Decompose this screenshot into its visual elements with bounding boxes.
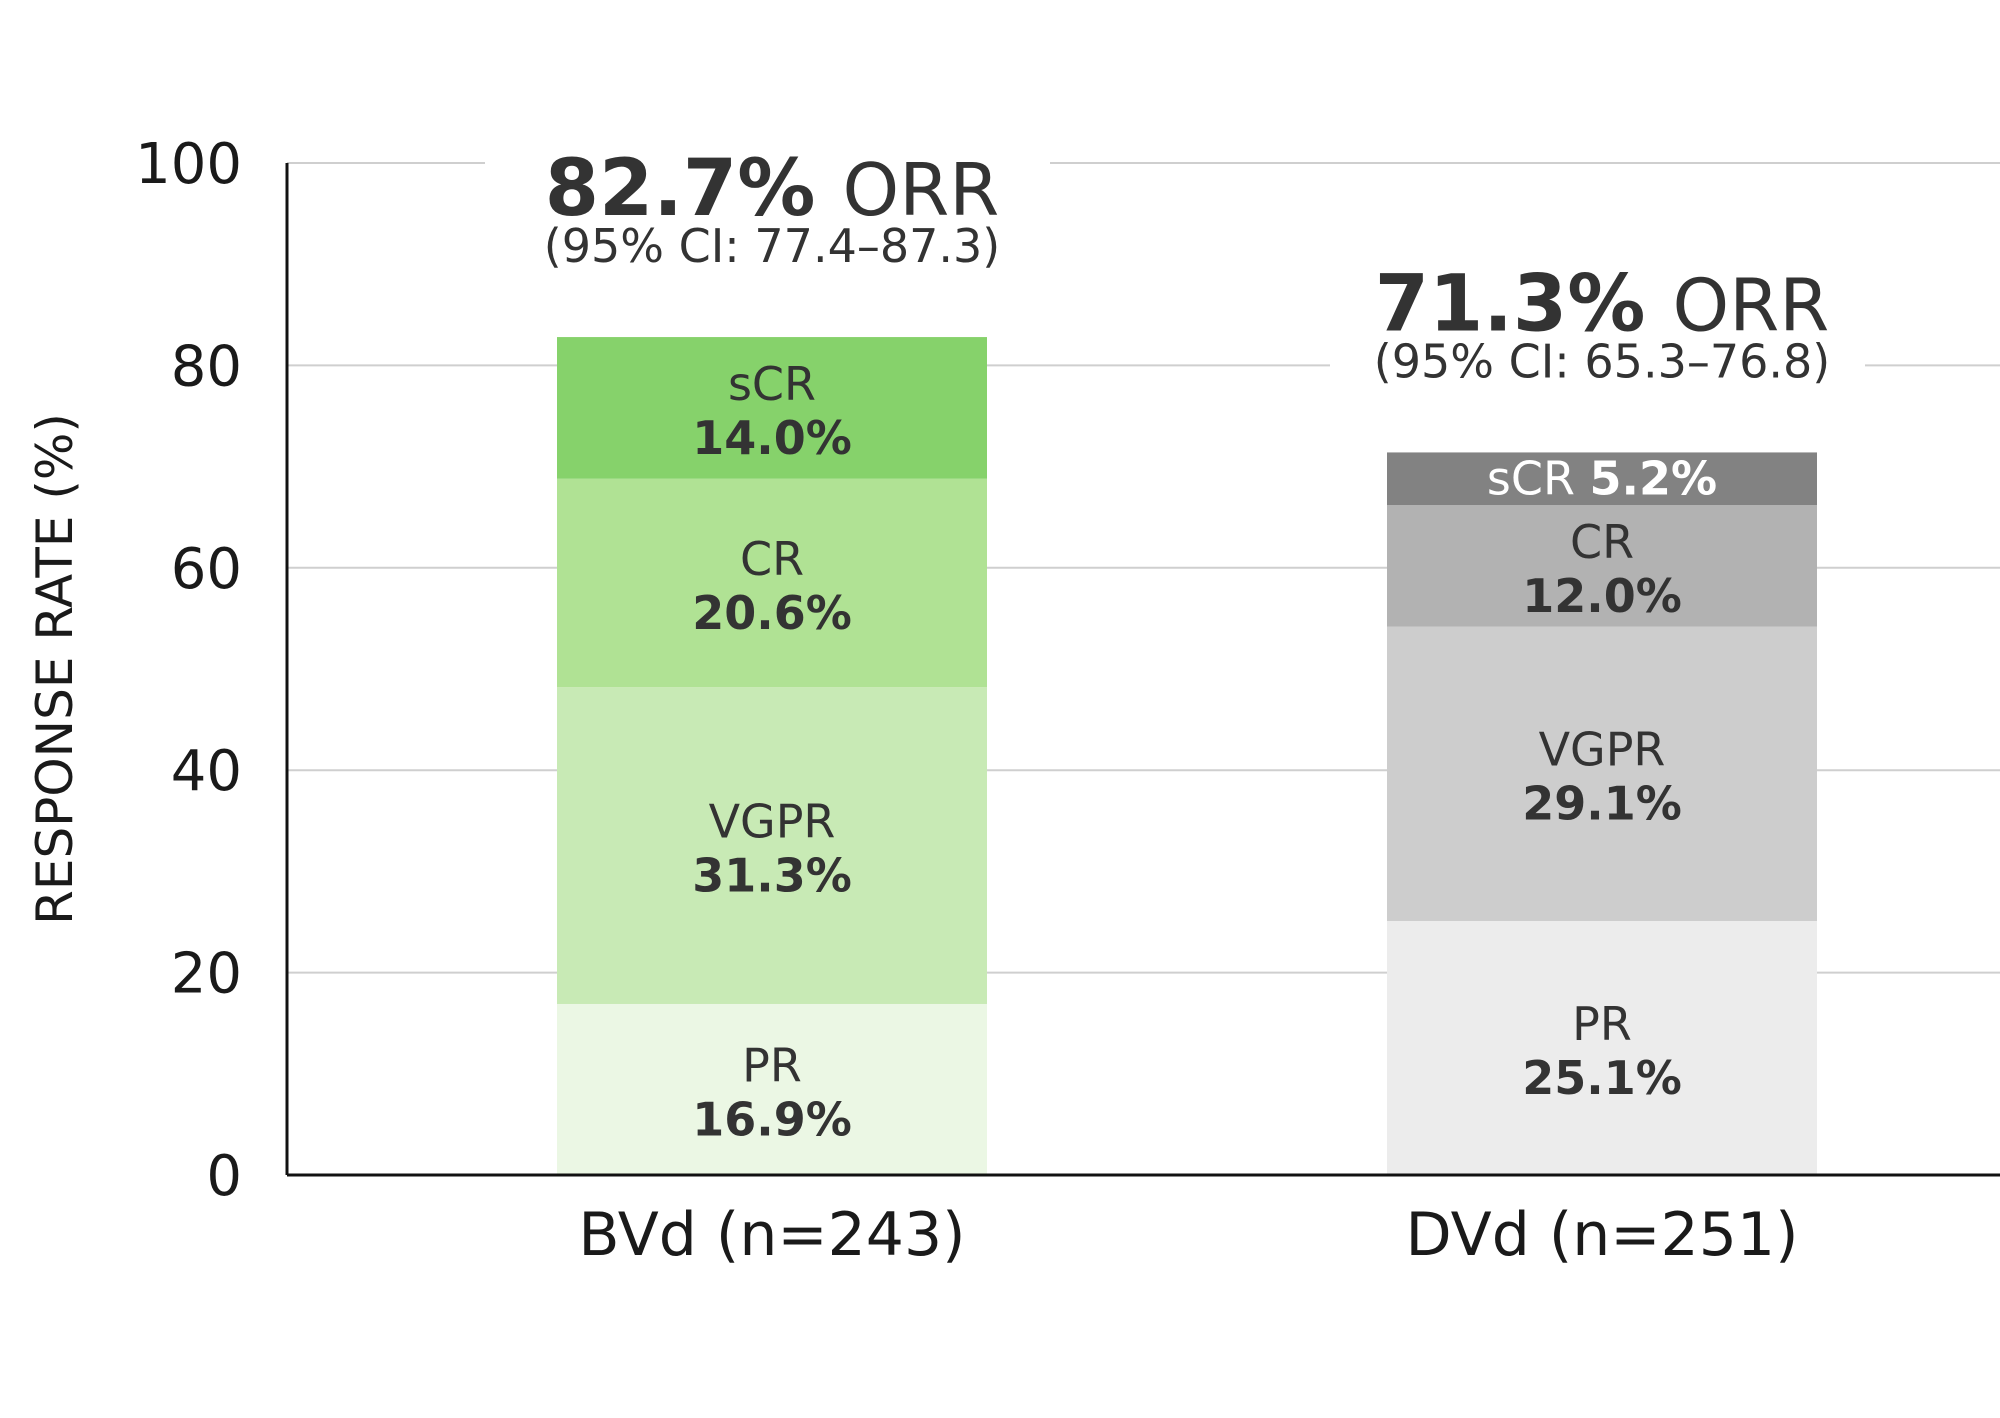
segment-value: 20.6% [692,586,852,640]
segment-value: 25.1% [1522,1051,1682,1105]
y-tick-labels: 0 20 40 60 80 100 [135,132,242,1209]
y-tick-label: 80 [171,334,242,399]
segment-name: CR [1570,515,1634,569]
orr-annotations: 82.7% ORR(95% CI: 77.4–87.3)71.3% ORR(95… [485,130,1865,398]
orr-ci: (95% CI: 65.3–76.8) [1374,334,1830,388]
orr-label: 82.7% ORR [545,144,1000,234]
x-category-label: DVd (n=251) [1406,1200,1799,1270]
bars: PR16.9%VGPR31.3%CR20.6%sCR14.0%PR25.1%VG… [557,337,1817,1175]
annotation-background [1330,245,1865,398]
segment-value: 12.0% [1522,569,1682,623]
segment-value: 16.9% [692,1092,852,1146]
y-axis-label: RESPONSE RATE (%) [26,413,84,925]
y-tick-label: 0 [206,1144,242,1209]
orr-word: ORR [1673,263,1830,347]
bar-segment-scr [557,337,987,479]
segment-name: VGPR [1539,723,1666,777]
x-category-labels: BVd (n=243) DVd (n=251) [578,1200,1798,1270]
segment-value: 29.1% [1522,777,1682,831]
bar-segment-pr [1387,920,1817,1175]
segment-name: sCR [1487,452,1590,506]
segment-name: PR [742,1038,802,1092]
y-tick-label: 20 [171,942,242,1007]
segment-label: sCR 5.2% [1487,452,1717,506]
segment-name: VGPR [709,795,836,849]
segment-value: 5.2% [1590,452,1718,506]
x-category-label: BVd (n=243) [578,1200,965,1270]
bar-segment-vgpr [557,687,987,1004]
orr-word: ORR [843,148,1000,232]
orr-label: 71.3% ORR [1375,259,1830,349]
segment-name: sCR [728,357,816,411]
bar-segment-pr [557,1003,987,1175]
y-tick-label: 100 [135,132,242,197]
y-tick-label: 40 [171,739,242,804]
bar-segment-cr [557,478,987,688]
annotation-background [485,130,1050,283]
bar-segment-scr [1387,452,1817,506]
segment-value: 31.3% [692,849,852,903]
orr-value: 82.7% [545,144,843,234]
bar-segment-vgpr [1387,626,1817,921]
axes [285,163,2000,1177]
segment-name: CR [740,532,804,586]
orr-ci: (95% CI: 77.4–87.3) [544,219,1000,273]
y-tick-label: 60 [171,537,242,602]
orr-value: 71.3% [1375,259,1673,349]
segment-name: PR [1572,997,1632,1051]
segment-value: 14.0% [692,411,852,465]
bar-segment-cr [1387,505,1817,627]
